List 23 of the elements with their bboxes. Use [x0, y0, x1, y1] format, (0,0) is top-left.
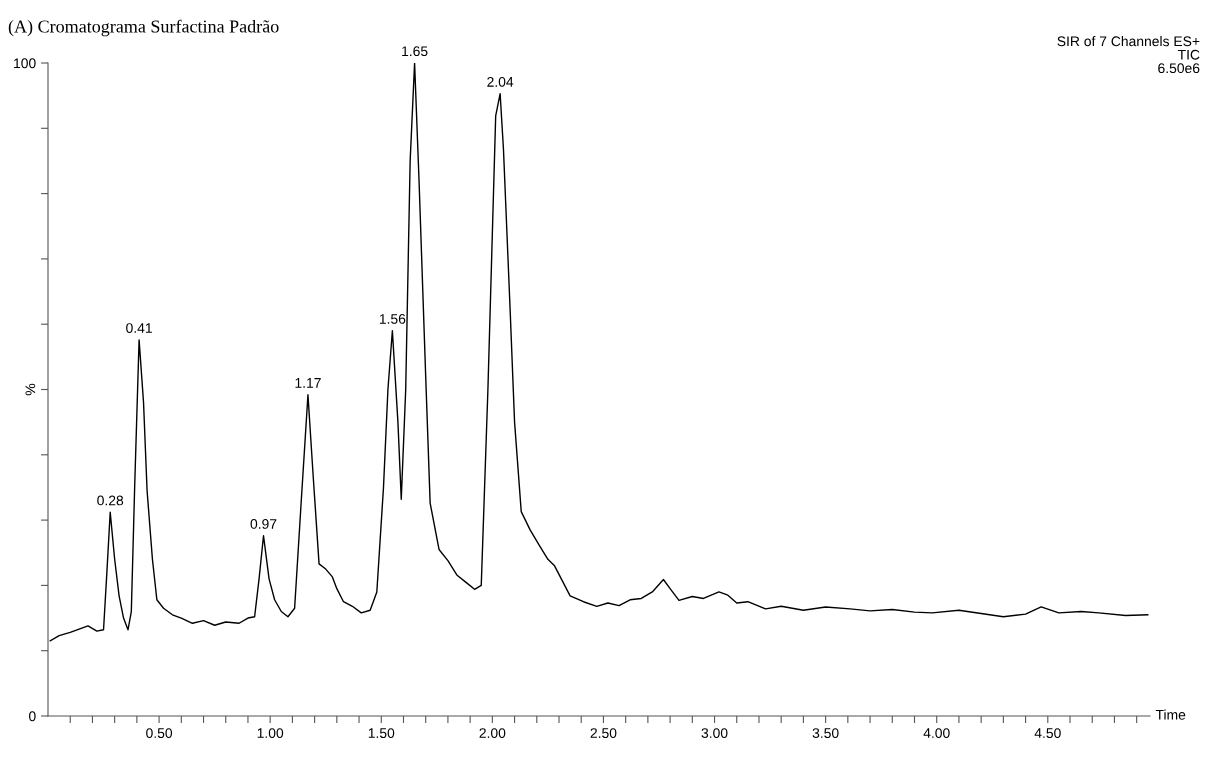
- x-tick-label: 3.00: [701, 728, 728, 739]
- annotation: 1.17: [295, 378, 321, 388]
- x-tick-label: 4.00: [923, 728, 950, 739]
- x-tick-label: 0.50: [146, 728, 173, 739]
- x-axis-title: Time: [1155, 709, 1186, 720]
- annotation: 0.97: [250, 519, 277, 529]
- x-tick-label: 2.00: [479, 728, 506, 739]
- x-tick-label: 1.50: [368, 728, 395, 739]
- annotation: 1.56: [379, 313, 406, 324]
- y-axis-title: %: [25, 383, 36, 396]
- annotation: 0.41: [126, 323, 152, 333]
- y-tick-label: 100: [14, 58, 36, 69]
- annotation: 0.28: [97, 495, 124, 506]
- y-tick-label: 0: [29, 711, 36, 722]
- x-tick-label: 2.50: [590, 728, 617, 739]
- line-series: [49, 63, 1149, 642]
- x-tick-label: 1.00: [257, 728, 284, 739]
- x-tick-label: 3.50: [812, 728, 839, 739]
- annotation: 2.04: [487, 76, 514, 87]
- chart-title: (A) Cromatograma Surfactina Padrão: [8, 19, 279, 37]
- annotation: SIR of 7 Channels ES+ TIC 6.50e6: [1057, 36, 1200, 74]
- x-tick-label: 4.50: [1034, 728, 1061, 739]
- annotation: 1.65: [402, 46, 428, 57]
